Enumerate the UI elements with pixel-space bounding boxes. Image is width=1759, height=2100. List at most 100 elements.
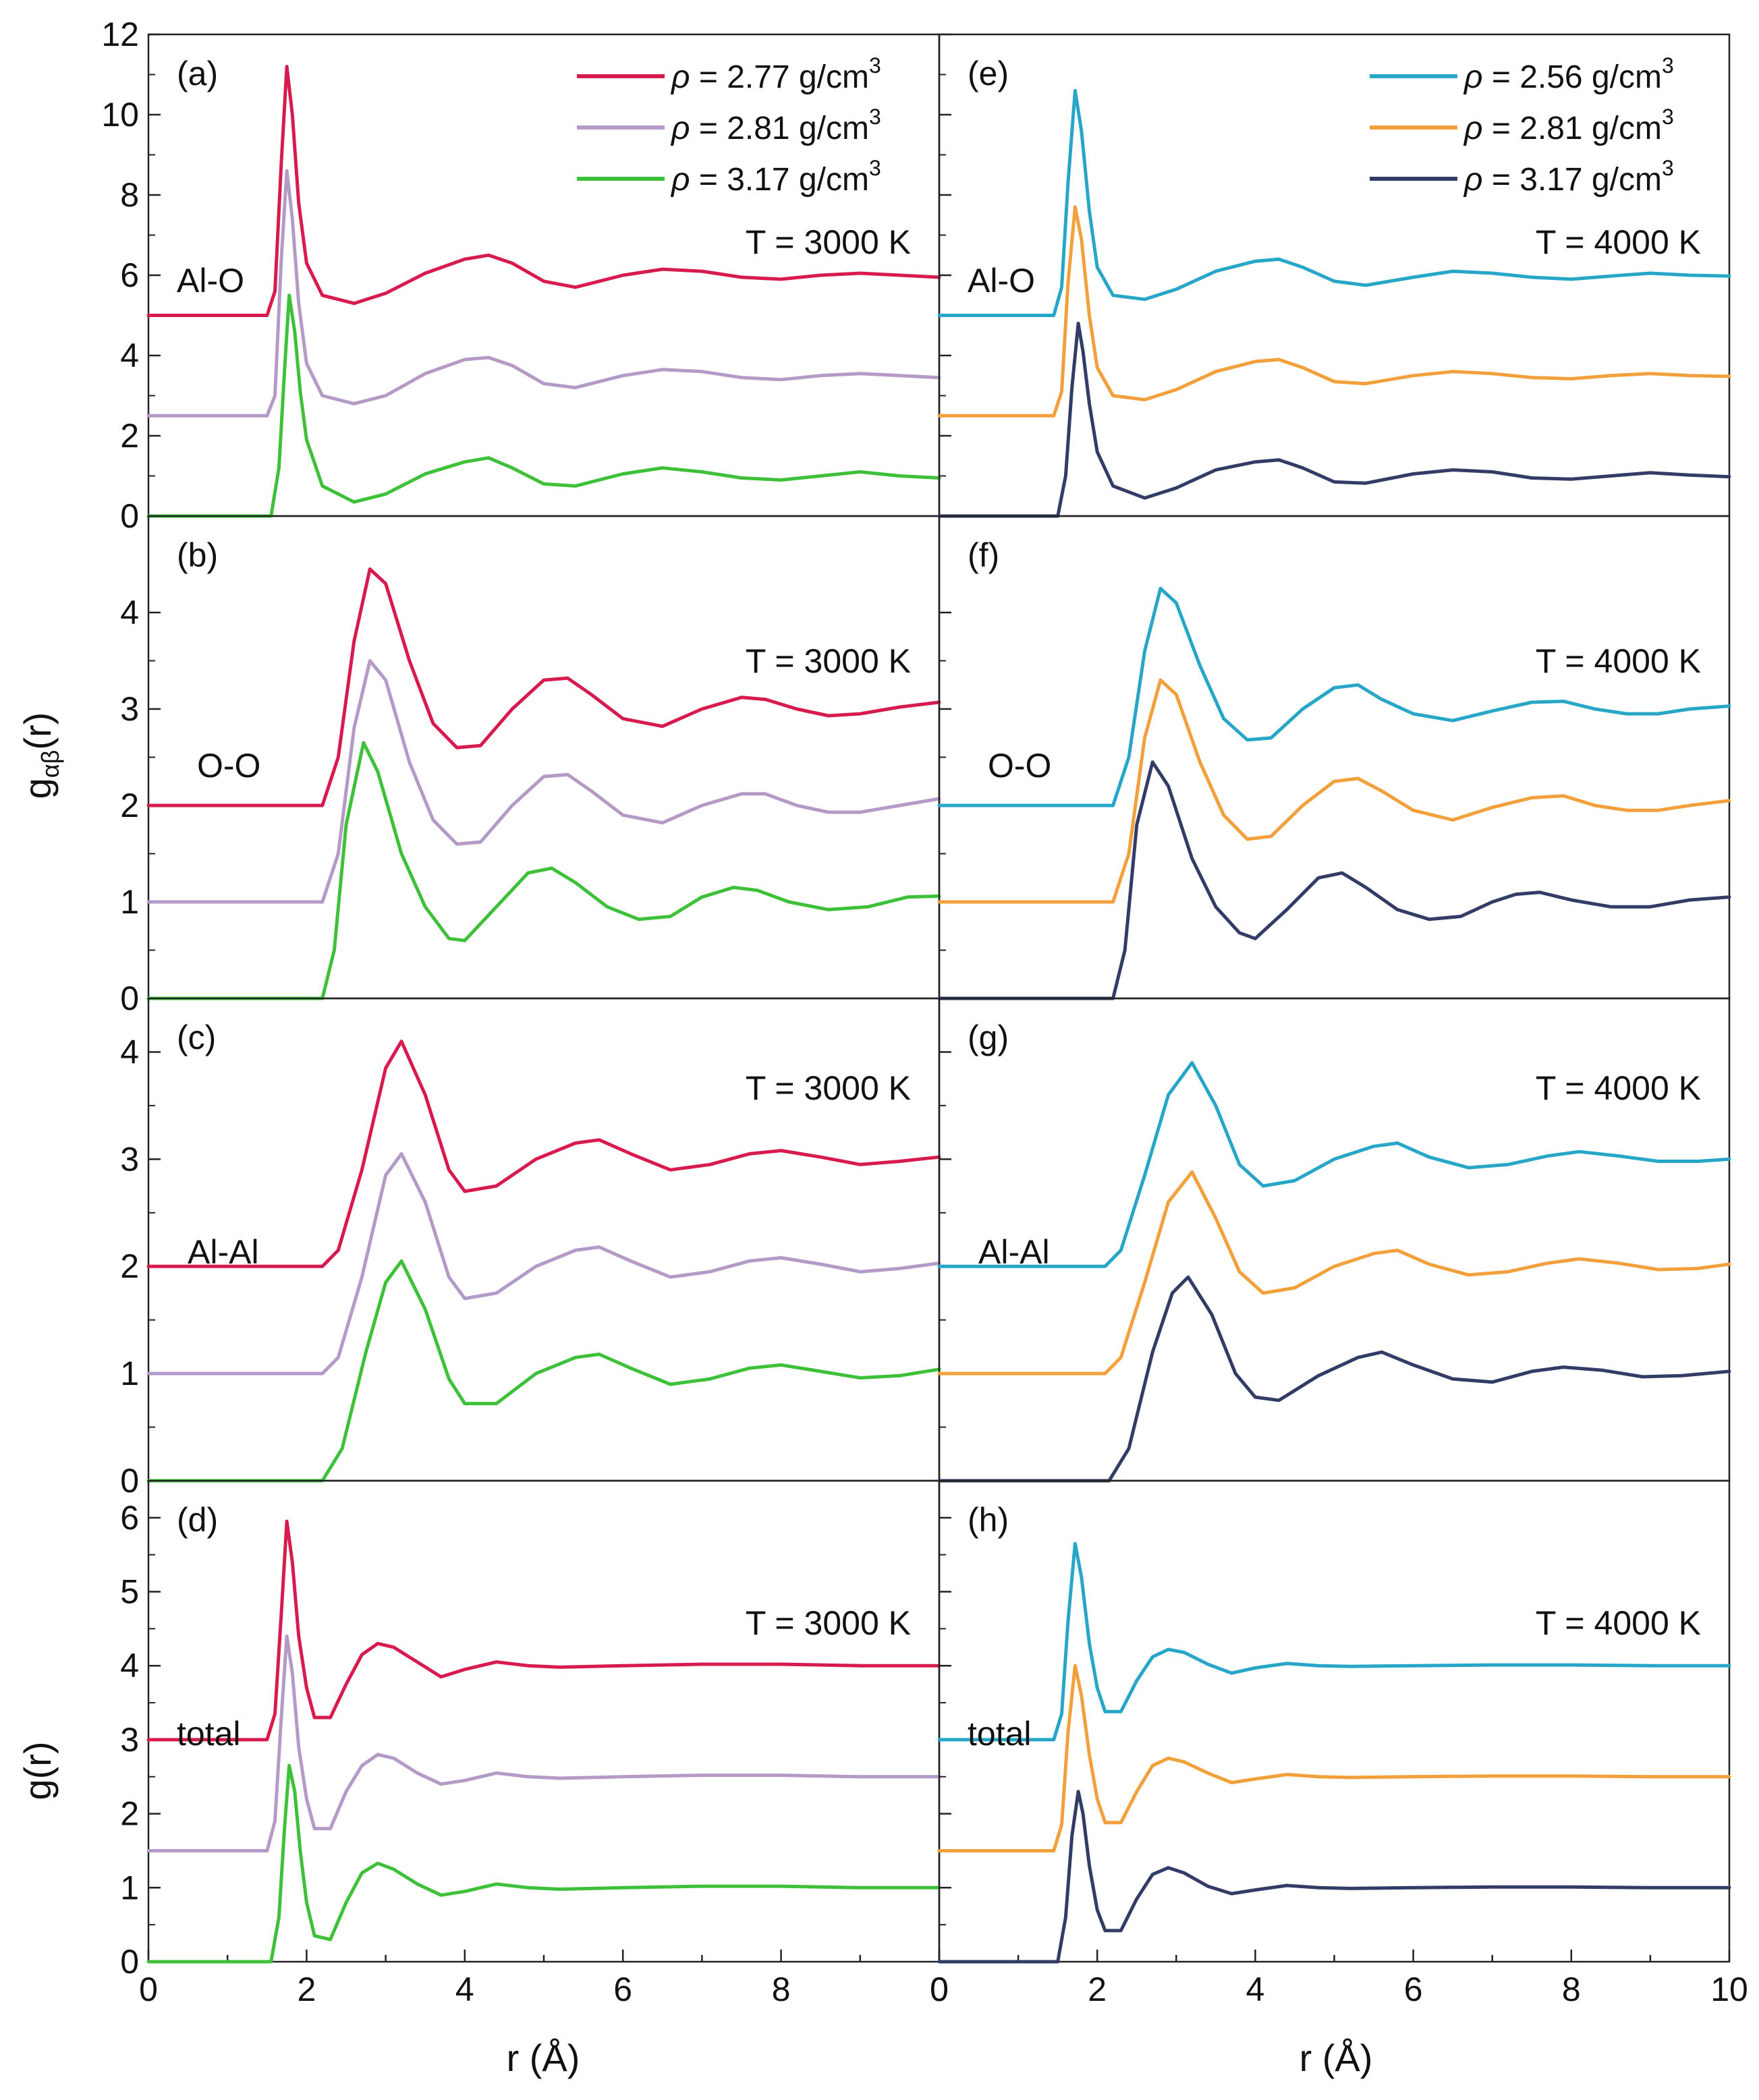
- x-tick-label: 2: [1088, 1970, 1107, 2008]
- panel-h: 0 2 4 6 8 10 (h) total T = 4000 K: [930, 1479, 1748, 2008]
- legend-entry: ρ = 2.77 g/cm3: [670, 53, 881, 95]
- y-tick-label: 1: [120, 1869, 139, 1906]
- panel-d: 0 1 2 3 4 5 6 0 2 4 6 8 0 (d) total T = 3000 K: [120, 1479, 949, 2008]
- y-tick-label: 3: [120, 1721, 139, 1759]
- pair-label: O-O: [197, 747, 260, 785]
- temperature-label: T = 4000 K: [1536, 1069, 1701, 1107]
- y-axis-title-pair: gαβ(r): [16, 712, 64, 799]
- y-tick-label: 0: [120, 1943, 139, 1981]
- series-line: [937, 205, 1731, 418]
- series-line: [937, 1170, 1731, 1375]
- panel-label: (f): [968, 536, 999, 574]
- series-line: [937, 760, 1731, 1000]
- series-line: [146, 659, 941, 904]
- x-tick-label: 10: [1710, 1970, 1748, 2008]
- series-line: [146, 741, 941, 1000]
- y-tick-label: 2: [120, 1247, 139, 1285]
- panel-g: (g) Al-Al T = 4000 K: [937, 997, 1731, 1483]
- legend-entry: ρ = 3.17 g/cm3: [670, 156, 881, 198]
- series-line: [146, 1152, 941, 1375]
- legend-entry: ρ = 3.17 g/cm3: [1463, 156, 1674, 198]
- series-line: [146, 1259, 941, 1483]
- series-line: [937, 1541, 1731, 1742]
- panel-a: 0 2 4 6 8 10 12 (a) Al-O T = 3000 K: [101, 16, 941, 535]
- x-tick-label: 4: [1246, 1970, 1264, 2008]
- x-tick-label: 8: [1562, 1970, 1581, 2008]
- temperature-label: T = 4000 K: [1536, 223, 1701, 261]
- y-tick-label: 10: [101, 96, 139, 134]
- y-tick-label: 4: [120, 1033, 139, 1071]
- y-tick-label: 0: [120, 980, 139, 1017]
- series-line: [146, 1763, 941, 1964]
- series-line: [937, 1275, 1731, 1483]
- y-tick-label: 0: [120, 497, 139, 535]
- legend-right: ρ = 2.56 g/cm3 ρ = 2.81 g/cm3 ρ = 3.17 g…: [1370, 53, 1674, 198]
- series-line: [937, 88, 1731, 317]
- pair-label: total: [177, 1715, 241, 1753]
- y-tick-label: 8: [120, 176, 139, 214]
- legend-entry: ρ = 2.81 g/cm3: [1463, 105, 1674, 146]
- temperature-label: T = 3000 K: [746, 1069, 911, 1107]
- pair-label: Al-O: [177, 262, 244, 300]
- y-tick-label: 5: [120, 1573, 139, 1611]
- panel-frame: [938, 515, 1731, 1000]
- x-tick-label: 6: [613, 1970, 632, 2008]
- y-tick-label: 4: [120, 594, 139, 631]
- pair-label: total: [968, 1715, 1032, 1753]
- x-tick-label: 8: [772, 1970, 791, 2008]
- temperature-label: T = 4000 K: [1536, 642, 1701, 680]
- panel-e: (e) Al-O T = 4000 K: [937, 33, 1731, 518]
- series-line: [146, 1519, 941, 1742]
- y-tick-label: 1: [120, 1355, 139, 1392]
- legend-entry: ρ = 2.81 g/cm3: [670, 105, 881, 146]
- series-line: [146, 65, 941, 317]
- temperature-label: T = 3000 K: [746, 223, 911, 261]
- panel-f: (f) O-O T = 4000 K: [937, 515, 1731, 1000]
- legend-entry: ρ = 2.56 g/cm3: [1463, 53, 1674, 95]
- panel-label: (a): [177, 55, 218, 92]
- y-tick-label: 4: [120, 1647, 139, 1684]
- series-line: [937, 1664, 1731, 1852]
- panel-label: (h): [968, 1501, 1009, 1539]
- panel-b: 0 1 2 3 4 (b) O-O T = 3000 K: [120, 515, 941, 1017]
- x-axis-title-right: r (Å): [1300, 2037, 1373, 2079]
- y-axis-title-total: g(r): [16, 1741, 59, 1800]
- series-line: [937, 321, 1731, 518]
- panel-c: 0 1 2 3 4 (c) Al-Al T = 3000 K: [120, 997, 941, 1500]
- x-tick-label: 2: [297, 1970, 316, 2008]
- temperature-label: T = 3000 K: [746, 1604, 911, 1642]
- y-tick-label: 2: [120, 417, 139, 455]
- panel-label: (e): [968, 55, 1009, 92]
- series-line: [937, 1060, 1731, 1268]
- y-tick-label: 2: [120, 787, 139, 824]
- series-line: [146, 169, 941, 418]
- series-line: [146, 567, 941, 807]
- x-tick-label: 6: [1404, 1970, 1423, 2008]
- panel-label: (c): [177, 1019, 216, 1056]
- y-tick-label: 3: [120, 1140, 139, 1178]
- series-line: [937, 1790, 1731, 1964]
- y-tick-label: 0: [120, 1462, 139, 1500]
- y-tick-label: 12: [101, 16, 139, 53]
- x-tick-label: 4: [455, 1970, 474, 2008]
- y-tick-label: 6: [120, 1499, 139, 1537]
- y-tick-label: 4: [120, 337, 139, 374]
- temperature-label: T = 4000 K: [1536, 1604, 1701, 1642]
- x-axis-title-left: r (Å): [507, 2037, 580, 2079]
- series-line: [937, 586, 1731, 807]
- panel-frame: [147, 515, 941, 1000]
- x-tick-label: 0: [139, 1970, 158, 2008]
- series-line: [146, 293, 941, 518]
- pair-label: O-O: [988, 747, 1051, 785]
- panel-label: (d): [177, 1501, 218, 1539]
- series-line: [146, 1634, 941, 1852]
- y-tick-label: 1: [120, 883, 139, 921]
- pair-label: Al-Al: [188, 1233, 259, 1271]
- pair-label: Al-O: [968, 262, 1035, 300]
- y-tick-label: 3: [120, 690, 139, 728]
- panel-label: (b): [177, 536, 218, 574]
- series-line: [937, 678, 1731, 904]
- series-line: [146, 1040, 941, 1268]
